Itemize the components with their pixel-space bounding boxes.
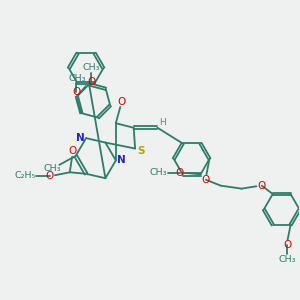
Text: O: O xyxy=(118,97,126,106)
Text: C₂H₅: C₂H₅ xyxy=(14,171,36,180)
Text: O: O xyxy=(258,181,266,191)
Text: CH₃: CH₃ xyxy=(279,255,296,264)
Text: N: N xyxy=(76,133,85,143)
Text: O: O xyxy=(202,175,210,185)
Text: CH₃: CH₃ xyxy=(150,168,167,177)
Text: O: O xyxy=(72,87,80,97)
Text: N: N xyxy=(117,155,126,165)
Text: O: O xyxy=(45,171,54,181)
Text: H: H xyxy=(159,118,166,127)
Text: O: O xyxy=(69,146,77,157)
Text: CH₃: CH₃ xyxy=(43,164,61,173)
Text: CH₃: CH₃ xyxy=(83,63,100,72)
Text: S: S xyxy=(137,146,145,157)
Text: CH₃: CH₃ xyxy=(68,74,86,82)
Text: O: O xyxy=(176,168,184,178)
Text: O: O xyxy=(283,240,291,250)
Text: O: O xyxy=(87,76,95,87)
